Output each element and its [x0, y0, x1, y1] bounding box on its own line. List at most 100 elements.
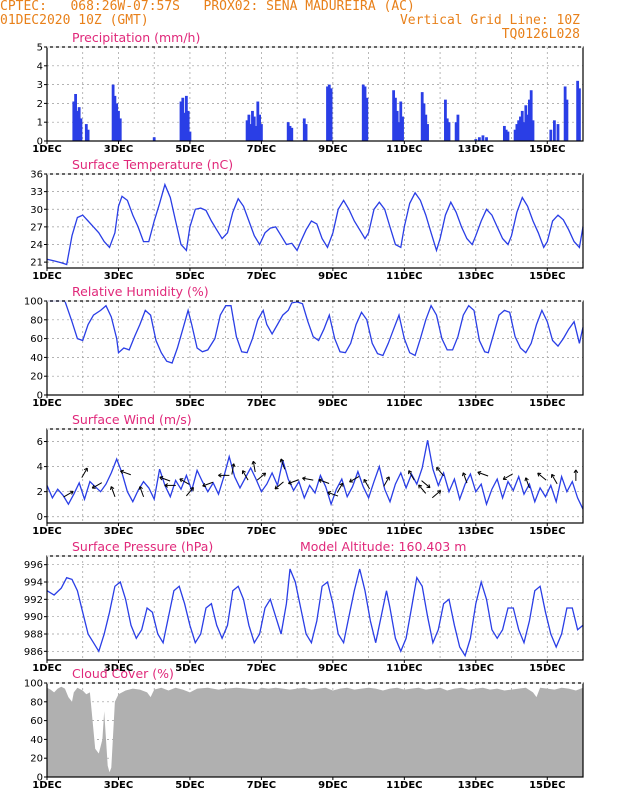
precip-bar: [72, 101, 76, 141]
wind-arrow: [363, 479, 370, 490]
wind-arrow: [318, 479, 330, 484]
x-tick-label: 1DEC: [32, 398, 61, 409]
precip-bar: [181, 97, 185, 141]
x-tick-label: 11DEC: [386, 271, 422, 282]
wind-arrow: [336, 482, 344, 493]
y-tick-label: 27: [30, 222, 43, 233]
wind-arrow: [256, 472, 266, 481]
panel-4: 0 2 4 6 1DEC 3DEC 5DEC 7DEC 9DEC 11DEC 13DEC 15DEC S…: [32, 412, 584, 537]
x-tick-label: 15DEC: [529, 144, 565, 155]
wind-arrow: [462, 472, 468, 484]
x-tick-label: 15DEC: [529, 663, 565, 674]
x-tick-label: 11DEC: [386, 398, 422, 409]
precip-bar: [363, 86, 367, 141]
wind-arrow-head: [437, 490, 442, 495]
x-tick-label: 1DEC: [32, 271, 61, 282]
x-tick-label: 15DEC: [529, 271, 565, 282]
precip-bar: [444, 99, 447, 141]
x-tick-label: 9DEC: [318, 780, 347, 791]
wind-arrow-head: [189, 486, 194, 491]
y-tick-label: 996: [24, 560, 43, 571]
precip-bar: [401, 116, 404, 141]
x-tick-label: 7DEC: [247, 526, 276, 537]
precip-bar: [424, 114, 428, 141]
y-tick-label: 21: [30, 258, 43, 269]
precip-bar: [290, 127, 294, 141]
precip-bar: [520, 110, 524, 141]
panel-title: Cloud Cover (%): [72, 666, 174, 681]
precip-bar: [524, 105, 528, 141]
y-tick-label: 0: [37, 137, 43, 148]
precip-bar: [528, 99, 531, 141]
precip-bar: [329, 88, 333, 141]
wind-arrow-head: [179, 478, 184, 483]
y-tick-label: 988: [24, 630, 43, 641]
precip-bar: [256, 101, 260, 141]
wind-arrow: [418, 484, 427, 494]
y-tick-label: 1: [37, 118, 43, 129]
x-tick-label: 1DEC: [32, 526, 61, 537]
wind-arrow: [431, 490, 442, 499]
y-tick-label: 990: [24, 612, 43, 623]
wind-arrow: [274, 481, 284, 490]
y-tick-label: 992: [24, 595, 43, 606]
precip-bar: [447, 122, 451, 141]
y-tick-label: 80: [30, 697, 43, 708]
wind-arrow: [327, 491, 339, 497]
wind-arrow: [383, 476, 390, 487]
y-tick-label: 60: [30, 334, 43, 345]
precip-bar: [184, 95, 188, 141]
wind-arrow: [252, 461, 256, 473]
x-tick-label: 1DEC: [32, 663, 61, 674]
panel-5: 986 988 990 992 994 996 1DEC 3DEC 5DEC 7DEC 9DEC 11…: [24, 539, 584, 674]
wind-arrow-head: [502, 476, 507, 481]
wind-arrow: [477, 471, 489, 477]
wind-arrow-head: [241, 470, 246, 475]
precip-bar: [188, 131, 192, 141]
panel-title: Relative Humidity (%): [72, 284, 209, 299]
wind-arrow: [421, 480, 431, 489]
x-tick-label: 5DEC: [175, 144, 204, 155]
x-tick-label: 9DEC: [318, 144, 347, 155]
precip-bar: [258, 114, 262, 141]
y-tick-label: 4: [37, 462, 43, 473]
wind-arrow: [63, 490, 74, 498]
precip-bar: [245, 120, 249, 141]
header-station: CPTEC: 068:26W-07:57S PROX02: SENA MADUR…: [0, 0, 415, 14]
x-tick-label: 7DEC: [247, 780, 276, 791]
x-tick-label: 9DEC: [318, 398, 347, 409]
wind-arrow: [288, 479, 299, 484]
x-tick-label: 13DEC: [458, 663, 494, 674]
wind-arrow-head: [551, 473, 555, 478]
precip-bar: [481, 135, 485, 141]
wind-arrow: [179, 478, 190, 485]
precip-bar: [183, 112, 186, 141]
panel-subtitle: Model Altitude: 160.403 m: [300, 539, 466, 554]
precip-bar: [420, 92, 424, 141]
precip-bar: [361, 84, 365, 141]
precip-bar: [392, 90, 396, 141]
precip-bar: [79, 118, 83, 141]
wind-arrow: [280, 458, 286, 470]
y-tick-label: 3: [37, 80, 43, 91]
x-tick-label: 5DEC: [175, 398, 204, 409]
x-tick-label: 15DEC: [529, 780, 565, 791]
precip-bar: [286, 122, 290, 141]
wind-arrow-head: [418, 484, 423, 489]
x-tick-label: 3DEC: [104, 271, 133, 282]
series-line: [47, 300, 584, 364]
precip-bar: [117, 110, 120, 141]
y-tick-label: 40: [30, 353, 43, 364]
wind-arrow-head: [159, 476, 164, 481]
precip-bar: [75, 110, 79, 141]
x-tick-label: 11DEC: [386, 780, 422, 791]
precip-bar: [531, 120, 535, 141]
precip-bar: [251, 110, 254, 141]
y-tick-label: 30: [30, 205, 43, 216]
precip-bar: [304, 124, 308, 141]
y-tick-label: 0: [37, 391, 43, 402]
precip-bar: [553, 120, 556, 141]
precip-bar: [365, 97, 369, 141]
precip-bar: [522, 122, 526, 141]
wind-arrow-head: [408, 470, 413, 475]
